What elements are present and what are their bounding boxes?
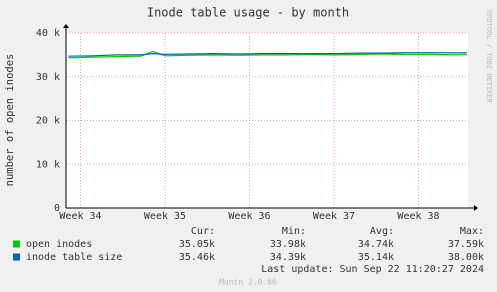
stat-value: 35.46k: [179, 252, 215, 263]
legend-swatch: [13, 240, 20, 248]
x-tick-label: Week 34: [59, 211, 101, 222]
series-line: [68, 52, 467, 57]
y-tick-label: 30 k: [36, 72, 60, 83]
y-tick-label: 40 k: [36, 28, 60, 39]
stat-value: 34.74k: [358, 239, 394, 250]
stat-header: Cur:: [191, 226, 215, 237]
y-axis-label: number of open inodes: [4, 54, 16, 187]
side-text: RRDTOOL / TOBI OETIKER: [485, 10, 493, 104]
stat-value: 33.98k: [270, 239, 306, 250]
x-arrow: [474, 205, 478, 211]
x-tick-label: Week 37: [313, 211, 355, 222]
stat-value: 35.14k: [358, 252, 394, 263]
x-tick-label: Week 35: [144, 211, 186, 222]
stat-value: 37.59k: [448, 239, 484, 250]
stat-header: Avg:: [370, 226, 394, 237]
legend-swatch: [13, 253, 20, 261]
chart-title: Inode table usage - by month: [147, 6, 349, 20]
last-update: Last update: Sun Sep 22 11:20:27 2024: [261, 264, 484, 275]
legend-label: inode table size: [26, 252, 122, 263]
stat-value: 34.39k: [270, 252, 306, 263]
stat-header: Max:: [460, 226, 484, 237]
lines: [68, 50, 467, 59]
stat-value: 35.05k: [179, 239, 215, 250]
y-arrow: [63, 24, 69, 28]
y-tick-label: 0: [54, 203, 60, 214]
stat-value: 38.00k: [448, 252, 484, 263]
y-tick-label: 20 k: [36, 116, 60, 127]
legend-label: open inodes: [26, 239, 92, 250]
x-tick-label: Week 36: [228, 211, 270, 222]
series-line: [68, 50, 467, 59]
stat-header: Min:: [282, 226, 306, 237]
footer: Munin 2.0.66: [219, 278, 277, 287]
y-tick-label: 10 k: [36, 159, 60, 170]
x-tick-label: Week 38: [397, 211, 439, 222]
